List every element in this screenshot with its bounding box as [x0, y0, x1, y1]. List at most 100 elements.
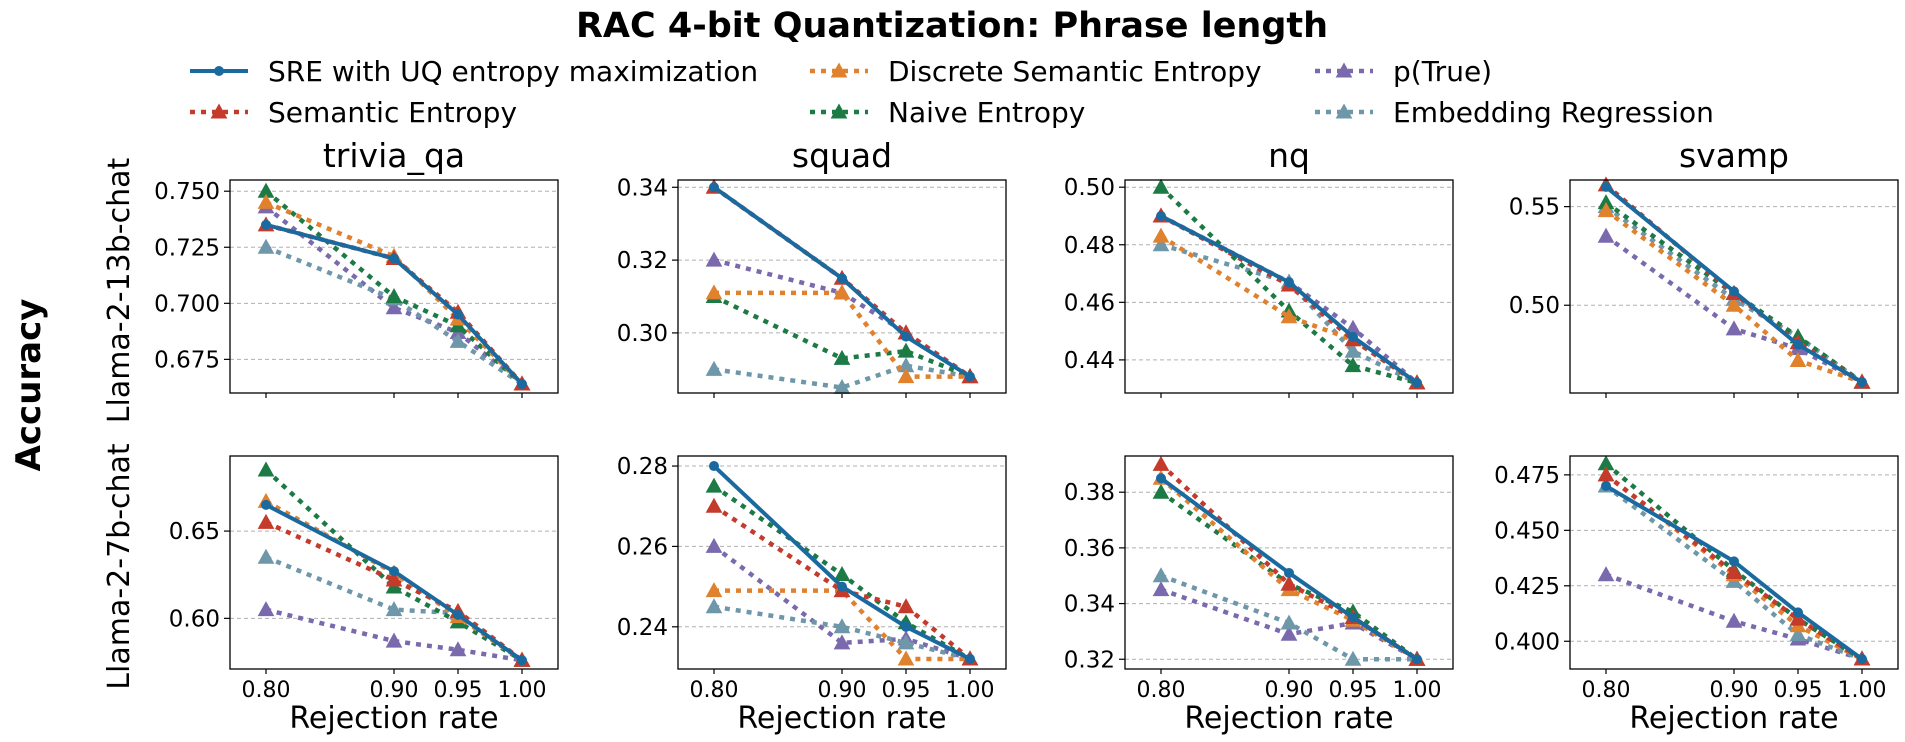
y-tick-label: 0.34	[617, 175, 668, 201]
series-line-sre	[712, 464, 971, 661]
data-point-discrete	[705, 284, 723, 300]
data-point-embedding	[1152, 567, 1170, 583]
data-point-ptrue	[449, 641, 467, 657]
y-tick-label: 0.50	[1064, 175, 1115, 201]
data-point-naive	[833, 566, 851, 582]
series-line-embedding	[1604, 204, 1864, 384]
y-tick-label: 0.450	[1494, 518, 1560, 544]
series-semantic	[1152, 207, 1426, 390]
data-point-sre	[453, 609, 463, 620]
series-line-ptrue	[1160, 587, 1419, 662]
data-point-sre	[1793, 339, 1803, 350]
data-point-naive	[385, 288, 403, 304]
x-tick-label: 0.95	[882, 678, 931, 703]
data-point-embedding	[705, 360, 723, 376]
data-point-naive	[257, 461, 275, 477]
series-sre	[1601, 181, 1867, 388]
series-embedding	[705, 598, 979, 666]
data-point-sre	[1412, 377, 1422, 388]
data-point-sre	[901, 621, 911, 632]
panel-frame	[1569, 455, 1899, 670]
y-tick-label: 0.65	[169, 519, 220, 545]
x-tick-label: 0.90	[818, 678, 867, 703]
data-point-semantic	[1152, 455, 1170, 471]
data-point-sre	[261, 499, 271, 510]
data-point-embedding	[257, 238, 275, 254]
data-point-embedding	[705, 598, 723, 614]
series-sre	[1601, 480, 1867, 665]
panel-llama-2-13b-chat-nq: 0.44 0.46 0.48 0.50	[1064, 175, 1454, 398]
series-sre	[1156, 210, 1422, 388]
series-line-embedding	[1160, 573, 1417, 662]
series-sre	[261, 219, 527, 390]
series-line-embedding	[1160, 242, 1418, 385]
panel-llama-2-7b-chat-squad: 0.24 0.26 0.28 0.80 0.90 0.95 1.00	[617, 454, 1007, 703]
data-point-sre	[1793, 607, 1803, 618]
legend-marker-sre	[214, 66, 224, 76]
panel-frame	[1124, 455, 1454, 670]
series-line-naive	[1604, 200, 1864, 384]
y-tick-label: 0.26	[617, 534, 668, 560]
data-point-ptrue	[385, 299, 403, 315]
legend-label-discrete: Discrete Semantic Entropy	[888, 55, 1262, 88]
series-line-sre	[265, 222, 524, 386]
panel-frame	[1569, 179, 1899, 394]
series-line-ptrue	[264, 205, 524, 386]
data-point-naive	[1344, 357, 1362, 373]
data-point-sre	[517, 655, 527, 666]
series-line-naive	[264, 189, 524, 386]
y-tick-label: 0.725	[154, 235, 220, 261]
panel-frame	[229, 179, 559, 394]
data-point-ptrue	[705, 537, 723, 553]
data-point-ptrue	[1152, 581, 1170, 597]
data-point-discrete	[257, 193, 275, 209]
data-point-naive	[705, 477, 723, 493]
legend-entry-semantic: Semantic Entropy	[190, 96, 517, 129]
data-point-sre	[709, 182, 719, 193]
legend-entry-ptrue: p(True)	[1315, 55, 1492, 88]
data-point-naive	[1152, 178, 1170, 194]
series-ptrue	[705, 537, 979, 666]
y-tick-label: 0.46	[1064, 290, 1115, 316]
y-tick-label: 0.48	[1064, 233, 1115, 259]
y-tick-label: 0.28	[617, 454, 668, 480]
data-point-semantic	[705, 497, 723, 513]
data-point-sre	[517, 379, 527, 390]
x-tick-label: 1.00	[946, 678, 995, 703]
y-tick-label: 0.34	[1064, 592, 1115, 618]
data-point-semantic	[897, 598, 915, 614]
series-line-sre	[1604, 185, 1864, 384]
series-line-discrete	[714, 290, 970, 379]
data-point-sre	[261, 219, 271, 230]
data-point-discrete	[1789, 351, 1807, 367]
data-point-discrete	[1152, 227, 1170, 243]
legend-label-semantic: Semantic Entropy	[268, 96, 517, 129]
x-tick-label: 1.00	[498, 678, 547, 703]
data-point-sre	[1601, 181, 1611, 192]
data-point-sre	[1156, 473, 1166, 484]
data-point-sre	[1156, 210, 1166, 221]
row-label-0: Llama-2-13b-chat	[102, 158, 137, 424]
y-tick-label: 0.38	[1064, 480, 1115, 506]
data-point-sre	[389, 253, 399, 264]
legend-entry-discrete: Discrete Semantic Entropy	[810, 55, 1262, 88]
data-point-semantic	[1789, 610, 1807, 626]
x-tick-label: 0.80	[1582, 678, 1631, 703]
panel-llama-2-7b-chat-trivia-qa: 0.60 0.65 0.80 0.90 0.95 1.00	[169, 455, 559, 703]
data-point-ptrue	[833, 634, 851, 650]
data-point-discrete	[1280, 308, 1298, 324]
series-line-embedding	[265, 245, 524, 386]
legend-marker-embedding	[1335, 103, 1353, 119]
data-point-discrete	[833, 284, 851, 300]
series-line-naive	[712, 484, 972, 661]
x-tick-label: 0.90	[1265, 678, 1314, 703]
x-tick-label: 1.00	[1838, 678, 1887, 703]
y-tick-label: 0.700	[154, 291, 220, 317]
legend-label-ptrue: p(True)	[1393, 55, 1492, 88]
legend-marker-discrete	[830, 62, 848, 78]
data-point-embedding	[1152, 236, 1170, 252]
y-tick-label: 0.475	[1494, 463, 1560, 489]
chart-title: RAC 4-bit Quantization: Phrase length	[576, 6, 1328, 46]
y-tick-label: 0.36	[1064, 536, 1115, 562]
y-axis-label: Accuracy	[9, 299, 49, 472]
